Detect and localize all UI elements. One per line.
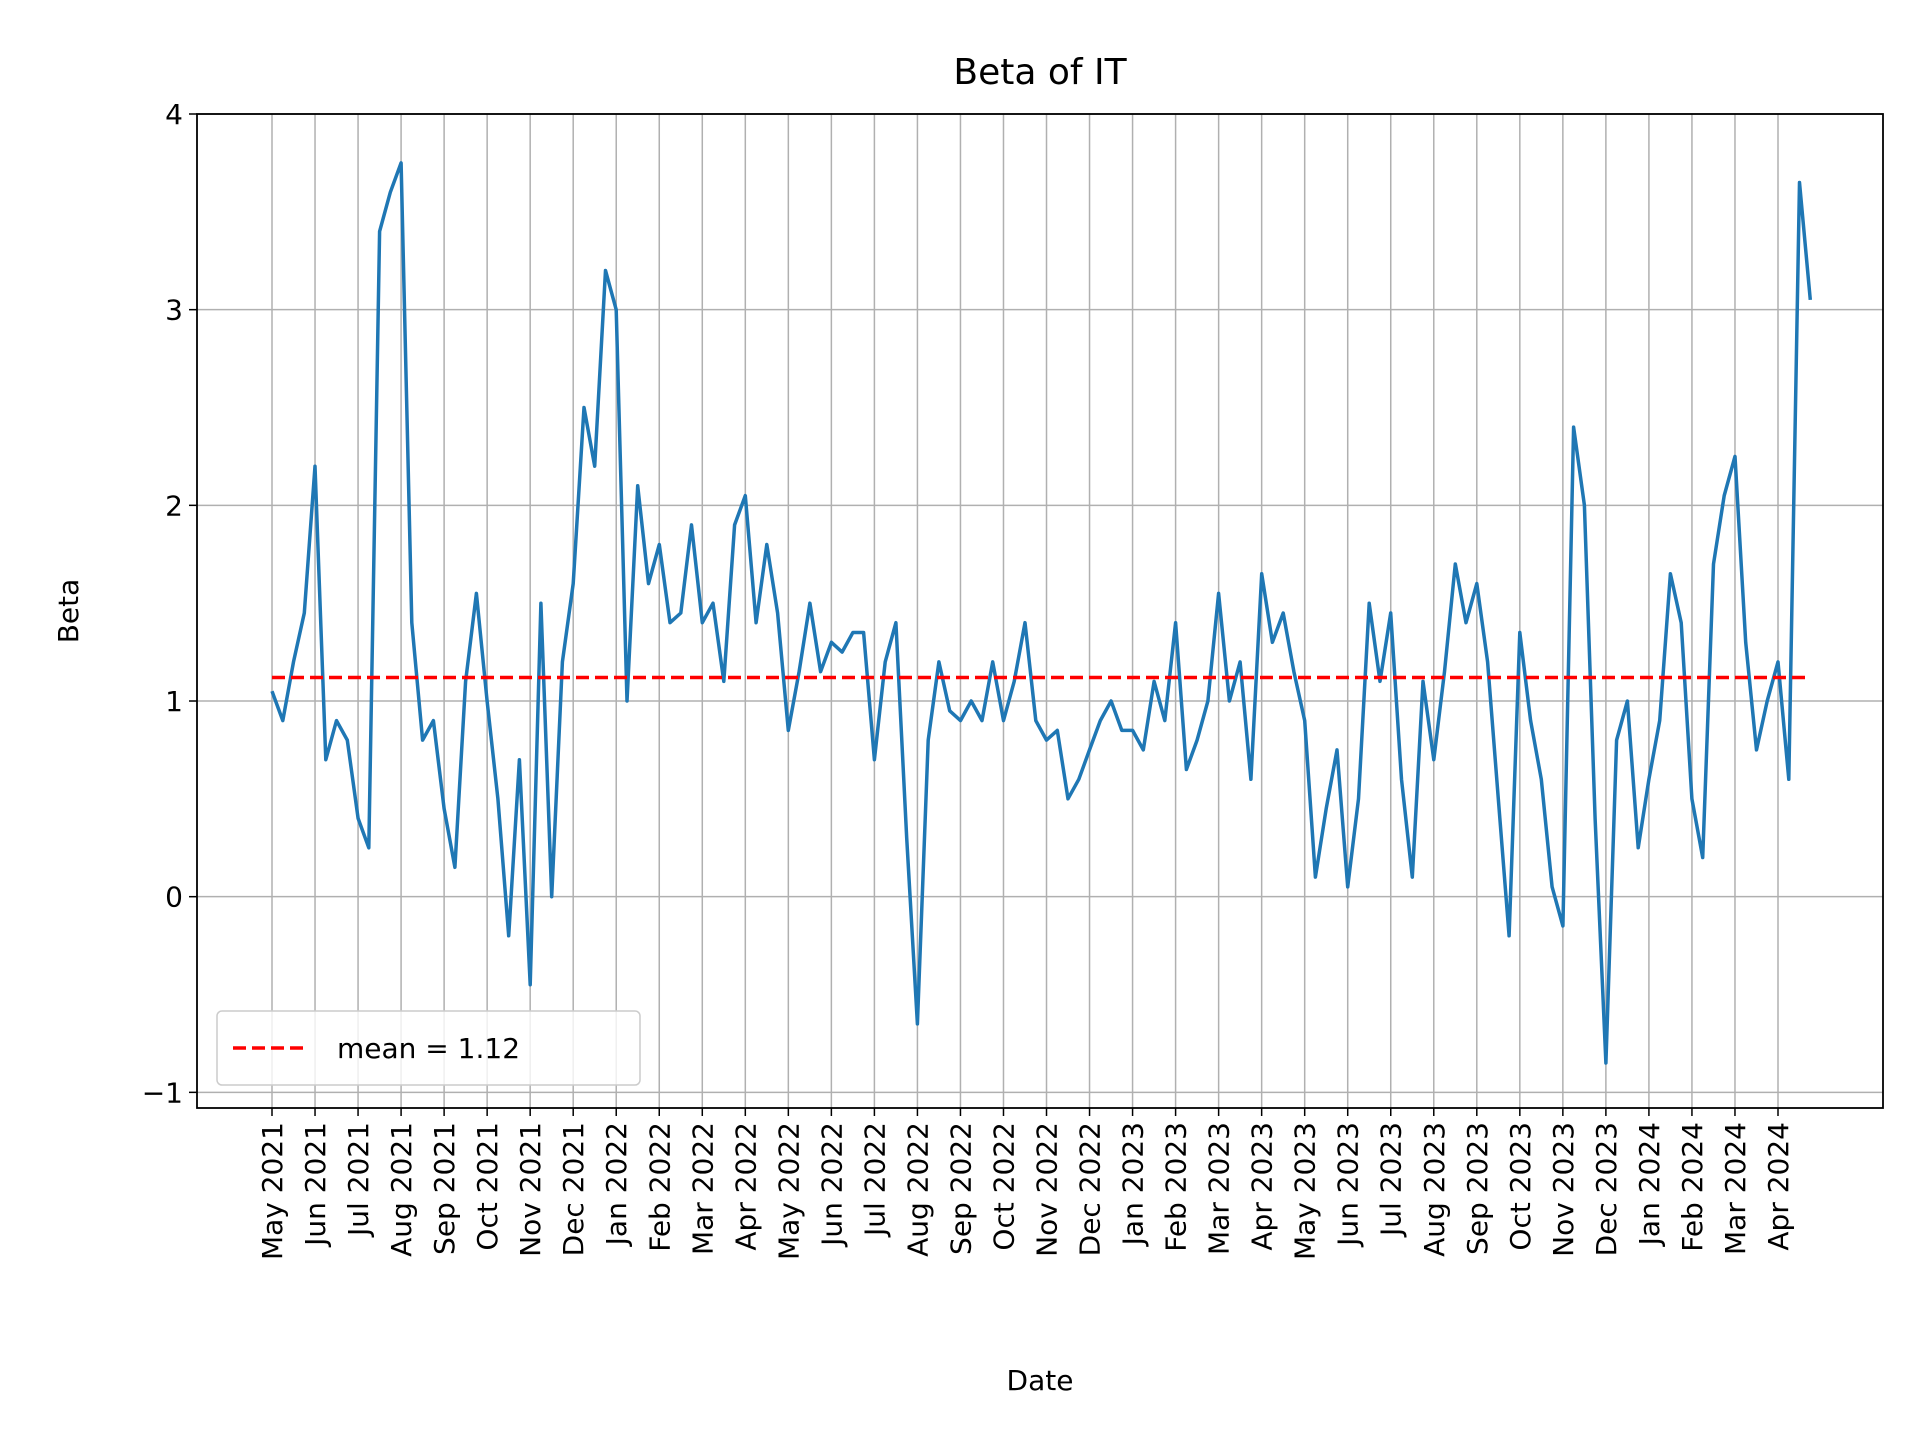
y-axis-label: Beta xyxy=(52,579,85,644)
x-tick-label: Oct 2022 xyxy=(987,1122,1020,1251)
x-tick-label: Sep 2022 xyxy=(944,1122,977,1255)
x-tick-label: Jan 2023 xyxy=(1117,1122,1150,1247)
x-tick-label: Jun 2021 xyxy=(299,1122,332,1248)
x-tick-label: Nov 2021 xyxy=(514,1122,547,1257)
x-tick-label: Aug 2021 xyxy=(385,1122,418,1257)
legend-label: mean = 1.12 xyxy=(337,1032,520,1065)
x-tick-label: Jul 2023 xyxy=(1375,1122,1408,1238)
x-tick-label: Apr 2022 xyxy=(729,1122,762,1251)
legend-box xyxy=(216,1010,641,1086)
x-tick-label: Feb 2023 xyxy=(1160,1122,1193,1252)
x-tick-label: Nov 2023 xyxy=(1547,1122,1580,1257)
data-line xyxy=(270,161,1813,1065)
x-tick-label: Aug 2023 xyxy=(1418,1122,1451,1257)
chart-title: Beta of IT xyxy=(953,52,1127,93)
plot-frame xyxy=(196,113,1884,1109)
x-tick-label: Feb 2022 xyxy=(643,1122,676,1252)
x-tick-label: Mar 2024 xyxy=(1719,1122,1752,1255)
x-tick-label: Nov 2022 xyxy=(1031,1122,1064,1257)
x-tick-label: May 2022 xyxy=(772,1122,805,1260)
x-tick-label: Apr 2024 xyxy=(1762,1122,1795,1251)
x-tick-label: Dec 2021 xyxy=(557,1122,590,1256)
y-tick-label: 1 xyxy=(165,685,183,718)
x-axis-label: Date xyxy=(1007,1364,1074,1397)
x-tick-label: Oct 2021 xyxy=(471,1122,504,1251)
x-tick-label: Jan 2022 xyxy=(600,1122,633,1247)
x-tick-label: Sep 2021 xyxy=(428,1122,461,1255)
x-tick-label: May 2023 xyxy=(1289,1122,1322,1260)
x-tick-label: Dec 2023 xyxy=(1590,1122,1623,1256)
y-tick-label: 3 xyxy=(165,294,183,327)
x-tick-label: Jul 2022 xyxy=(858,1122,891,1238)
y-tick-label: 4 xyxy=(165,98,183,131)
y-tick-label: 2 xyxy=(165,489,183,522)
x-tick-label: Mar 2022 xyxy=(686,1122,719,1255)
x-tick-label: Jun 2022 xyxy=(815,1122,848,1248)
x-tick-label: Jan 2024 xyxy=(1633,1122,1666,1247)
x-tick-label: Jun 2023 xyxy=(1332,1122,1365,1248)
x-tick-label: May 2021 xyxy=(256,1122,289,1260)
x-tick-label: Dec 2022 xyxy=(1074,1122,1107,1256)
x-tick-label: Jul 2021 xyxy=(342,1122,375,1238)
x-tick-label: Sep 2023 xyxy=(1461,1122,1494,1255)
x-tick-label: Apr 2023 xyxy=(1246,1122,1279,1251)
x-tick-label: Oct 2023 xyxy=(1504,1122,1537,1251)
y-tick-label: 0 xyxy=(165,881,183,914)
y-tick-label: −1 xyxy=(142,1076,183,1109)
x-tick-label: Feb 2024 xyxy=(1676,1122,1709,1252)
x-tick-label: Aug 2022 xyxy=(901,1122,934,1257)
x-tick-label: Mar 2023 xyxy=(1203,1122,1236,1255)
